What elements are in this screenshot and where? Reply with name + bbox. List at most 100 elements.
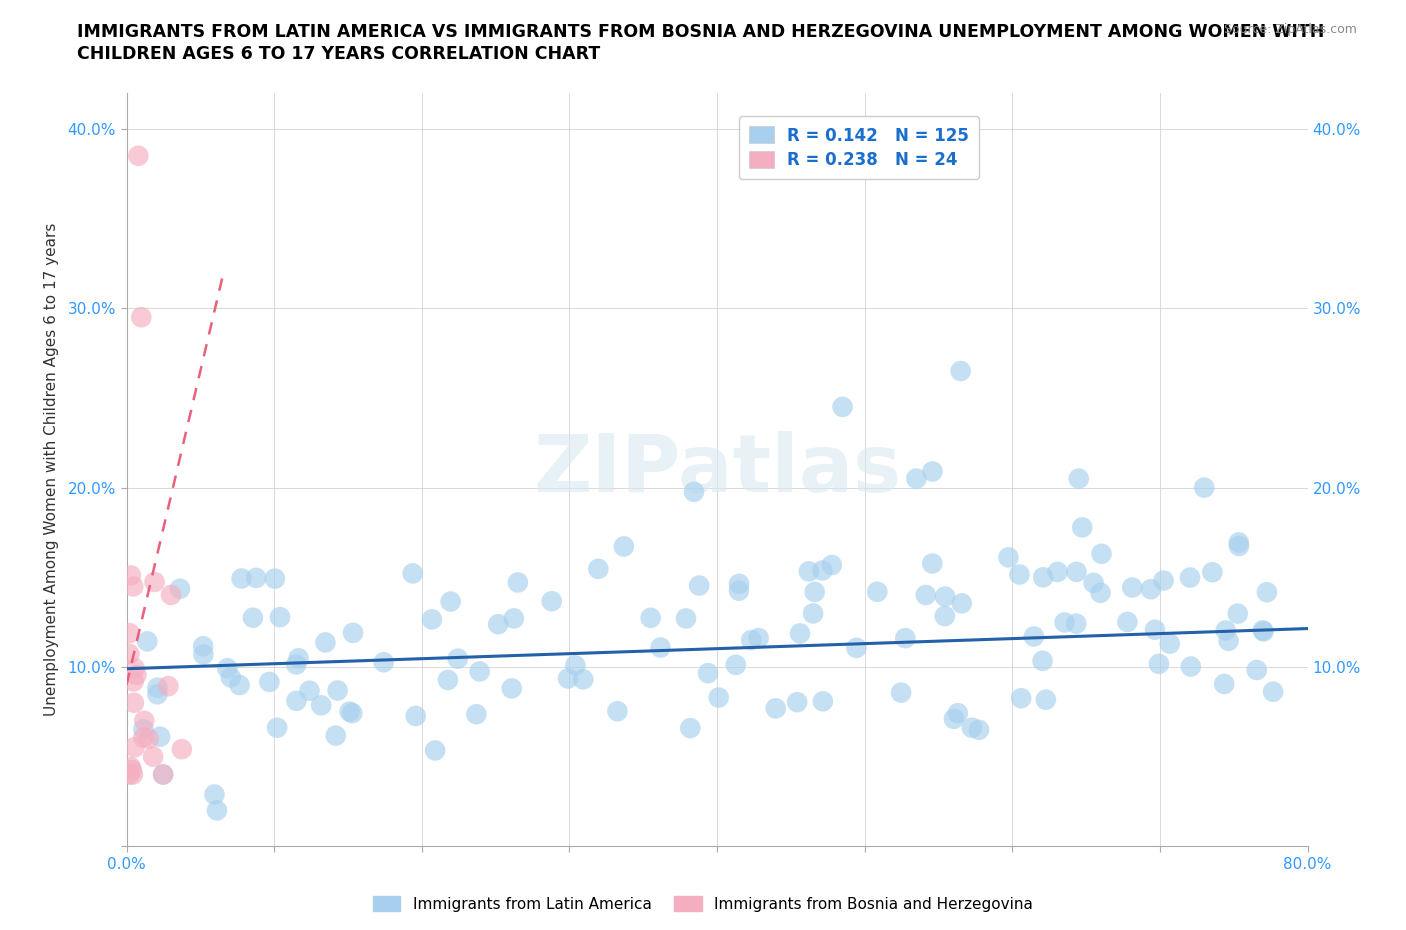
Point: [890, 685, 912, 700]
Point: [169, 581, 191, 596]
Point: [217, 661, 239, 676]
Point: [342, 706, 364, 721]
Point: [921, 464, 943, 479]
Point: [1201, 565, 1223, 579]
Point: [650, 640, 672, 655]
Point: [287, 651, 309, 666]
Point: [263, 571, 285, 586]
Point: [420, 612, 443, 627]
Point: [136, 634, 159, 649]
Point: [1227, 538, 1250, 553]
Point: [122, 696, 145, 711]
Point: [1178, 570, 1201, 585]
Point: [821, 557, 844, 572]
Point: [1064, 617, 1087, 631]
Point: [728, 577, 751, 591]
Point: [160, 588, 183, 603]
Point: [339, 704, 361, 719]
Point: [269, 610, 291, 625]
Point: [219, 670, 242, 684]
Point: [468, 664, 491, 679]
Point: [942, 711, 965, 726]
Point: [1032, 654, 1054, 669]
Point: [447, 651, 470, 666]
Point: [437, 672, 460, 687]
Point: [122, 674, 145, 689]
Point: [934, 589, 956, 604]
Point: [1083, 576, 1105, 591]
Point: [540, 593, 562, 608]
Point: [138, 731, 160, 746]
Legend: Immigrants from Latin America, Immigrants from Bosnia and Herzegovina: Immigrants from Latin America, Immigrant…: [367, 889, 1039, 918]
Point: [683, 485, 706, 499]
Point: [1159, 636, 1181, 651]
Point: [146, 680, 169, 695]
Point: [811, 694, 834, 709]
Point: [1066, 565, 1088, 579]
Point: [697, 666, 720, 681]
Y-axis label: Unemployment Among Women with Children Ages 6 to 17 years: Unemployment Among Women with Children A…: [45, 223, 59, 716]
Point: [1143, 622, 1166, 637]
Point: [1053, 615, 1076, 630]
Point: [728, 583, 751, 598]
Point: [506, 575, 529, 590]
Point: [921, 556, 943, 571]
Point: [949, 364, 972, 379]
Point: [1010, 691, 1032, 706]
Point: [1256, 585, 1278, 600]
Point: [342, 625, 364, 640]
Point: [786, 695, 808, 710]
Point: [152, 767, 174, 782]
Point: [997, 550, 1019, 565]
Point: [724, 658, 747, 672]
Point: [193, 647, 215, 662]
Point: [121, 763, 143, 777]
Point: [1071, 520, 1094, 535]
Point: [245, 570, 267, 585]
Point: [228, 678, 250, 693]
Point: [127, 149, 149, 164]
Point: [373, 655, 395, 670]
Point: [905, 472, 928, 486]
Point: [1218, 633, 1240, 648]
Point: [914, 588, 936, 603]
Point: [124, 740, 146, 755]
Point: [170, 742, 193, 757]
Point: [1022, 629, 1045, 644]
Point: [801, 606, 824, 621]
Point: [1046, 565, 1069, 579]
Text: ZIPatlas: ZIPatlas: [533, 431, 901, 509]
Point: [1067, 472, 1090, 486]
Point: [423, 743, 446, 758]
Point: [934, 608, 956, 623]
Point: [950, 596, 973, 611]
Point: [142, 750, 165, 764]
Point: [797, 564, 820, 578]
Point: [325, 728, 347, 743]
Point: [1246, 662, 1268, 677]
Point: [259, 674, 281, 689]
Point: [1192, 480, 1215, 495]
Point: [193, 639, 215, 654]
Point: [1227, 535, 1250, 550]
Point: [149, 729, 172, 744]
Point: [1251, 623, 1274, 638]
Point: [124, 661, 146, 676]
Text: CHILDREN AGES 6 TO 17 YEARS CORRELATION CHART: CHILDREN AGES 6 TO 17 YEARS CORRELATION …: [77, 45, 600, 62]
Point: [1090, 547, 1112, 562]
Point: [1180, 659, 1202, 674]
Point: [606, 704, 628, 719]
Point: [120, 568, 142, 583]
Text: IMMIGRANTS FROM LATIN AMERICA VS IMMIGRANTS FROM BOSNIA AND HERZEGOVINA UNEMPLOY: IMMIGRANTS FROM LATIN AMERICA VS IMMIGRA…: [77, 23, 1324, 41]
Point: [1035, 692, 1057, 707]
Point: [285, 658, 308, 672]
Point: [129, 310, 153, 325]
Point: [266, 720, 288, 735]
Point: [803, 585, 825, 600]
Point: [789, 626, 811, 641]
Point: [405, 709, 427, 724]
Point: [1090, 585, 1112, 600]
Point: [502, 611, 524, 626]
Point: [122, 579, 145, 594]
Point: [1261, 684, 1284, 699]
